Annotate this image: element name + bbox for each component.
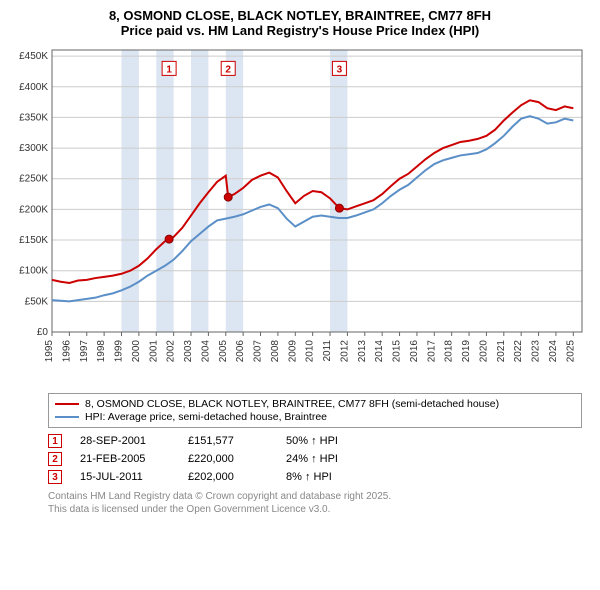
y-tick-label: £400K [19, 82, 48, 93]
x-tick-label: 1996 [61, 340, 72, 363]
y-tick-label: £250K [19, 174, 48, 185]
x-tick-label: 2002 [166, 340, 177, 363]
x-tick-label: 1995 [44, 340, 55, 363]
sale-marker-dot [165, 235, 173, 243]
x-tick-label: 1997 [79, 340, 90, 363]
title-line-2: Price paid vs. HM Land Registry's House … [8, 23, 592, 38]
x-tick-label: 2019 [461, 340, 472, 363]
y-tick-label: £0 [37, 327, 49, 338]
y-tick-label: £200K [19, 204, 48, 215]
x-tick-label: 2023 [531, 340, 542, 363]
sale-marker-number: 1 [166, 64, 172, 75]
y-tick-label: £100K [19, 266, 48, 277]
y-tick-label: £150K [19, 235, 48, 246]
x-tick-label: 2011 [322, 340, 333, 362]
annotation-pct: 50% ↑ HPI [286, 435, 366, 447]
annotation-table: 1 28-SEP-2001 £151,577 50% ↑ HPI 2 21-FEB-200… [48, 434, 582, 484]
sale-marker-dot [335, 204, 343, 212]
legend: 8, OSMOND CLOSE, BLACK NOTLEY, BRAINTREE… [48, 393, 582, 428]
x-tick-label: 2020 [478, 340, 489, 363]
x-tick-label: 2007 [253, 340, 264, 363]
annotation-price: £202,000 [188, 471, 268, 483]
footer-line-1: Contains HM Land Registry data © Crown c… [48, 490, 582, 503]
chart-container: £0 £50K £100K £150K £200K £250K £300K £350K £400… [8, 42, 592, 387]
y-tick-label: £350K [19, 112, 48, 123]
x-tick-label: 2018 [444, 340, 455, 363]
x-tick-label: 2004 [200, 340, 211, 363]
x-tick-label: 2013 [357, 340, 368, 363]
x-tick-label: 2012 [339, 340, 350, 363]
chart-title: 8, OSMOND CLOSE, BLACK NOTLEY, BRAINTREE… [8, 8, 592, 38]
sale-marker-number: 2 [225, 64, 231, 75]
x-tick-label: 2005 [218, 340, 229, 363]
y-tick-label: £300K [19, 143, 48, 154]
annotation-pct: 8% ↑ HPI [286, 471, 366, 483]
legend-label: HPI: Average price, semi-detached house,… [85, 411, 327, 423]
annotation-date: 15-JUL-2011 [80, 471, 170, 483]
legend-item: HPI: Average price, semi-detached house,… [55, 411, 575, 423]
annotation-price: £220,000 [188, 453, 268, 465]
y-tick-label: £450K [19, 51, 48, 62]
annotation-row: 3 15-JUL-2011 £202,000 8% ↑ HPI [48, 470, 582, 484]
x-tick-label: 2017 [426, 340, 437, 363]
y-tick-label: £50K [25, 296, 49, 307]
sale-marker-dot [224, 193, 232, 201]
x-tick-label: 2003 [183, 340, 194, 363]
x-tick-label: 2022 [513, 340, 524, 363]
title-line-1: 8, OSMOND CLOSE, BLACK NOTLEY, BRAINTREE… [8, 8, 592, 23]
annotation-marker: 1 [48, 434, 62, 448]
x-tick-label: 2006 [235, 340, 246, 363]
x-tick-label: 2016 [409, 340, 420, 363]
x-tick-label: 2000 [131, 340, 142, 363]
annotation-marker: 3 [48, 470, 62, 484]
annotation-date: 21-FEB-2005 [80, 453, 170, 465]
x-tick-label: 2024 [548, 340, 559, 363]
legend-item: 8, OSMOND CLOSE, BLACK NOTLEY, BRAINTREE… [55, 398, 575, 410]
annotation-row: 2 21-FEB-2005 £220,000 24% ↑ HPI [48, 452, 582, 466]
sale-marker-number: 3 [337, 64, 343, 75]
footer-attribution: Contains HM Land Registry data © Crown c… [48, 490, 582, 516]
x-tick-label: 2014 [374, 340, 385, 363]
annotation-date: 28-SEP-2001 [80, 435, 170, 447]
x-tick-label: 2015 [392, 340, 403, 363]
legend-swatch [55, 416, 79, 418]
annotation-marker: 2 [48, 452, 62, 466]
price-chart: £0 £50K £100K £150K £200K £250K £300K £350K £400… [8, 42, 592, 382]
x-tick-label: 2001 [148, 340, 159, 363]
annotation-row: 1 28-SEP-2001 £151,577 50% ↑ HPI [48, 434, 582, 448]
x-tick-label: 2008 [270, 340, 281, 363]
x-tick-label: 1999 [114, 340, 125, 363]
legend-label: 8, OSMOND CLOSE, BLACK NOTLEY, BRAINTREE… [85, 398, 499, 410]
x-tick-label: 2021 [496, 340, 507, 363]
annotation-pct: 24% ↑ HPI [286, 453, 366, 465]
x-tick-label: 1998 [96, 340, 107, 363]
legend-swatch [55, 403, 79, 405]
x-tick-label: 2025 [565, 340, 576, 363]
x-tick-label: 2009 [287, 340, 298, 363]
annotation-price: £151,577 [188, 435, 268, 447]
x-tick-label: 2010 [305, 340, 316, 363]
footer-line-2: This data is licensed under the Open Gov… [48, 503, 582, 516]
